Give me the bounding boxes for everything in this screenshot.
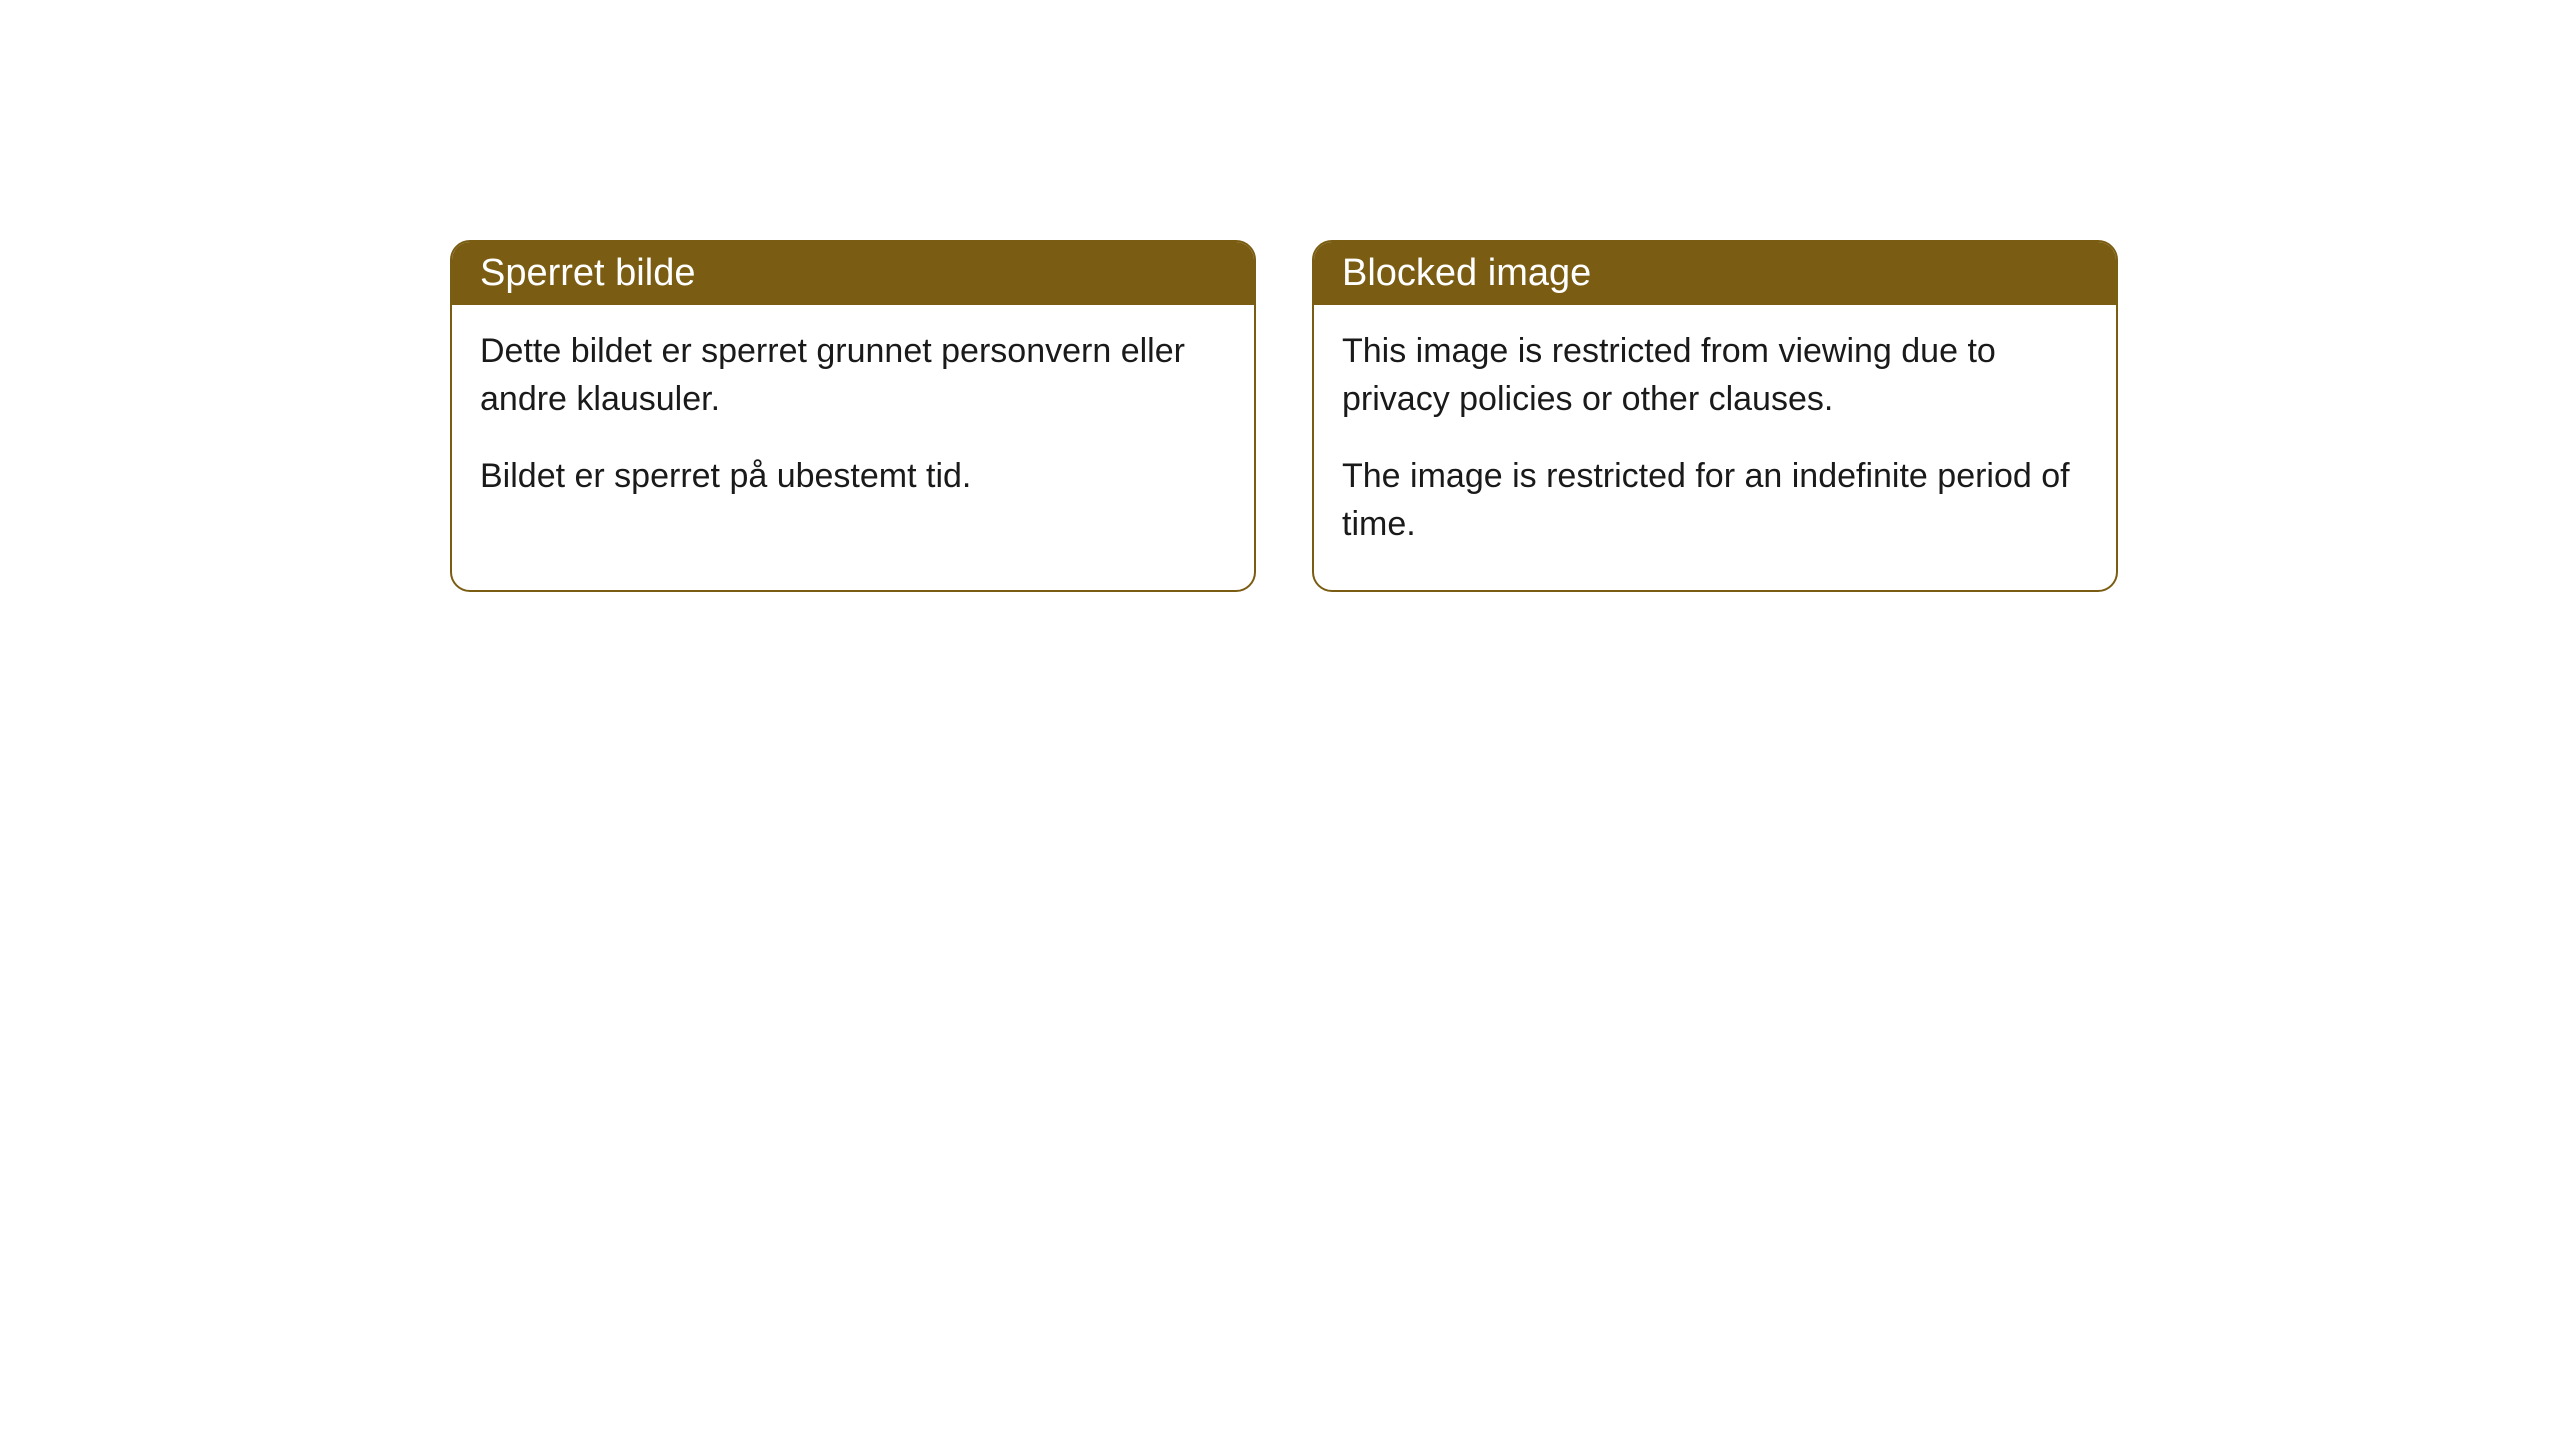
card-paragraph: This image is restricted from viewing du… (1342, 327, 2088, 424)
blocked-image-card-english: Blocked image This image is restricted f… (1312, 240, 2118, 592)
card-paragraph: Bildet er sperret på ubestemt tid. (480, 452, 1226, 500)
card-paragraph: The image is restricted for an indefinit… (1342, 452, 2088, 549)
blocked-image-card-norwegian: Sperret bilde Dette bildet er sperret gr… (450, 240, 1256, 592)
card-body: This image is restricted from viewing du… (1314, 305, 2116, 590)
card-body: Dette bildet er sperret grunnet personve… (452, 305, 1254, 542)
notice-cards-container: Sperret bilde Dette bildet er sperret gr… (0, 0, 2560, 592)
card-header: Sperret bilde (452, 242, 1254, 305)
card-paragraph: Dette bildet er sperret grunnet personve… (480, 327, 1226, 424)
card-header: Blocked image (1314, 242, 2116, 305)
